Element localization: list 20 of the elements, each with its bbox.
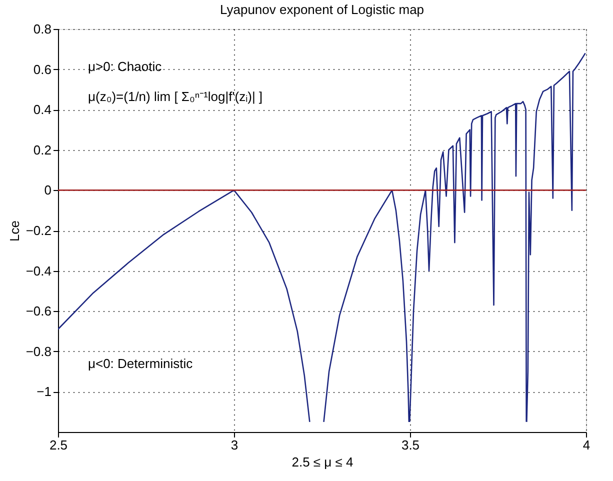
x-tick-label: 2.5 <box>49 438 68 452</box>
y-tick-label: −0.8 <box>26 344 52 359</box>
annotation: μ<0: Deterministic <box>88 356 194 371</box>
y-tick-label: −1 <box>36 384 52 400</box>
x-tick-label: 4 <box>582 438 590 452</box>
y-tick-label: −0.4 <box>26 263 52 278</box>
x-tick-label: 3.5 <box>401 438 420 452</box>
y-tick-label: 0.4 <box>33 102 52 118</box>
x-tick-label: 3 <box>230 438 238 452</box>
y-tick-label: 0 <box>44 182 52 198</box>
y-axis-title: Lce <box>6 220 22 242</box>
y-tick-label: 0.6 <box>33 62 52 77</box>
x-axis-title: 2.5 ≤ μ ≤ 4 <box>292 454 354 470</box>
chart-title: Lyapunov exponent of Logistic map <box>220 2 424 17</box>
y-tick-label: 0.8 <box>33 22 52 36</box>
y-tick-label: −0.6 <box>26 304 52 319</box>
annotation: μ(z₀)=(1/n) lim [ Σ₀ⁿ⁻¹log|f'(zᵢ)| ] <box>88 89 263 104</box>
y-tick-label: 0.2 <box>33 142 52 158</box>
annotation: μ>0: Chaotic <box>88 59 162 74</box>
y-tick-label: −0.2 <box>26 223 52 238</box>
